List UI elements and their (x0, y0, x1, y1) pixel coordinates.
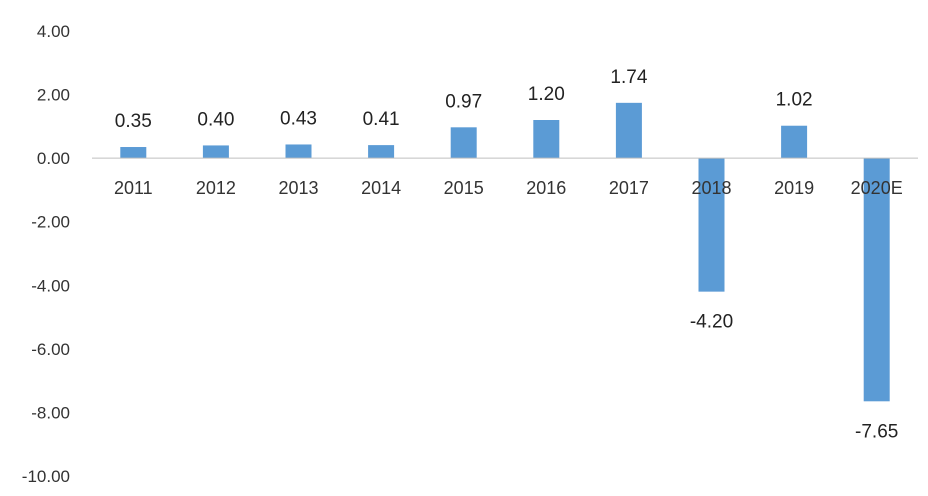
bar (863, 158, 890, 402)
bar (120, 147, 147, 159)
bar (285, 144, 312, 159)
y-tick-label: 2.00 (37, 86, 70, 105)
data-label: 1.20 (528, 84, 565, 105)
data-label: 0.97 (445, 91, 482, 112)
data-label: 0.40 (197, 109, 234, 130)
data-label: -4.20 (690, 312, 733, 333)
y-tick-label: -4.00 (31, 276, 70, 295)
category-label: 2014 (361, 178, 401, 198)
data-label: 1.74 (610, 67, 647, 88)
data-label: -7.65 (855, 421, 898, 442)
category-label: 2012 (196, 178, 236, 198)
x-axis-category-labels: 2011 2012 2013 2014 2015 2016 2017 2018 2019 2020… (114, 178, 903, 198)
bar (202, 145, 229, 159)
y-tick-label: -2.00 (31, 213, 70, 232)
bar (533, 120, 560, 159)
data-labels: 0.35 0.40 0.43 0.41 0.97 1.20 1.74 -4.20 1.02 -7.… (115, 67, 899, 442)
y-tick-label: -8.00 (31, 403, 70, 422)
category-label: 2018 (691, 178, 731, 198)
y-axis-tick-labels: 4.00 2.00 0.00 -2.00 -4.00 -6.00 -8.00 -10.00 (22, 22, 70, 486)
category-label: 2015 (444, 178, 484, 198)
category-label: 2017 (609, 178, 649, 198)
y-tick-label: 0.00 (37, 149, 70, 168)
category-label: 2019 (774, 178, 814, 198)
y-tick-label: -10.00 (22, 467, 70, 486)
bar (368, 145, 395, 159)
data-label: 0.41 (363, 109, 400, 130)
bar (698, 158, 725, 292)
y-tick-label: 4.00 (37, 22, 70, 41)
bar (781, 125, 808, 159)
category-label: 2013 (278, 178, 318, 198)
category-label: 2020E (851, 178, 903, 198)
bar (450, 127, 477, 159)
data-label: 0.35 (115, 111, 152, 132)
data-label: 1.02 (776, 90, 813, 111)
bar (615, 102, 642, 159)
bars (120, 102, 890, 402)
y-tick-label: -6.00 (31, 340, 70, 359)
data-label: 0.43 (280, 108, 317, 129)
category-label: 2016 (526, 178, 566, 198)
category-label: 2011 (114, 178, 153, 198)
